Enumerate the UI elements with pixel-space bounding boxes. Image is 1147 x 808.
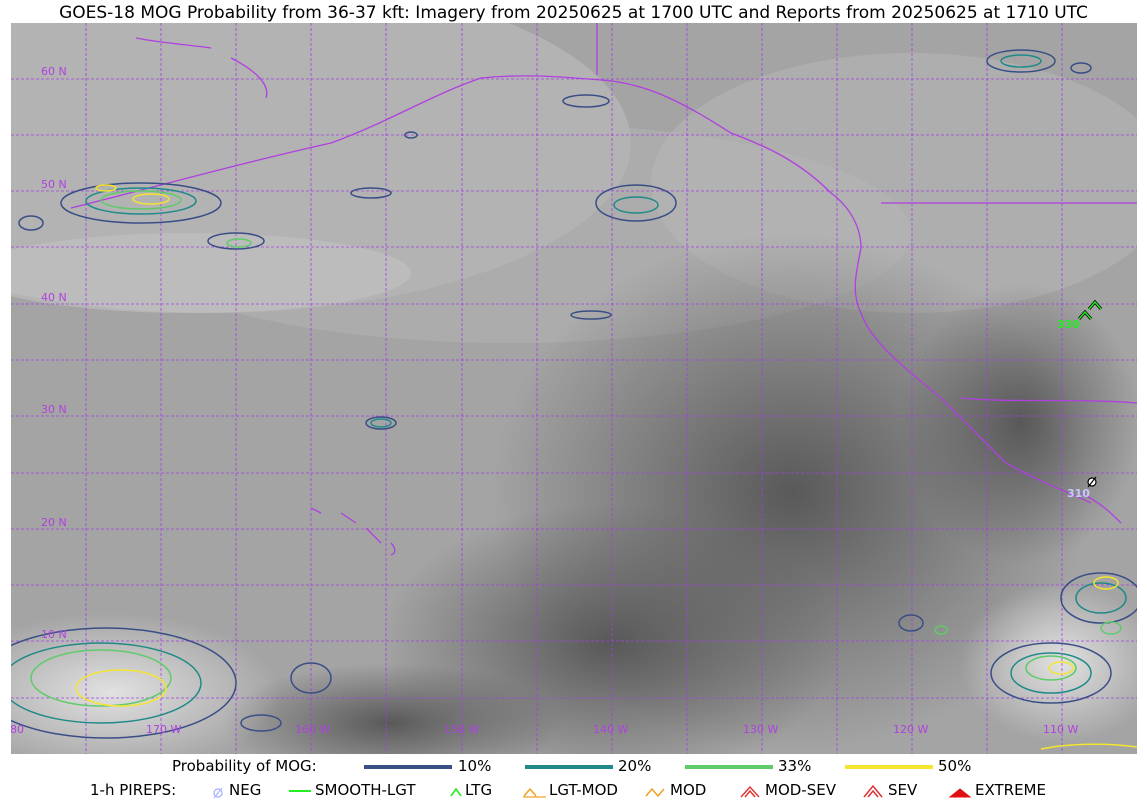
satellite-imagery (11, 23, 1137, 754)
lat-label: 60 N (41, 65, 67, 78)
lon-label: 140 W (593, 723, 628, 736)
legend-label-33: 33% (778, 757, 812, 775)
coastline-borders (70, 23, 1137, 556)
lon-label: 180 (11, 723, 24, 736)
extreme-caret-icon (948, 788, 972, 798)
pirep-neg-report: 310 (1067, 476, 1097, 500)
lat-label: 10 N (41, 628, 67, 641)
lat-label: 20 N (41, 516, 67, 529)
legend-label-20: 20% (618, 757, 652, 775)
legend-label-10: 10% (458, 757, 492, 775)
lon-label: 130 W (743, 723, 778, 736)
mod-caret-icon (645, 787, 665, 798)
lon-label: 170 W (146, 723, 181, 736)
legend-swatch-20 (525, 765, 613, 769)
smooth-lgt-line-icon (289, 790, 311, 792)
lat-label: 40 N (41, 291, 67, 304)
probability-legend-title: Probability of MOG: (172, 757, 317, 775)
pirep-ltg-report: 330 (1057, 299, 1103, 331)
legend-swatch-50 (845, 765, 933, 769)
legend-swatch-33 (685, 765, 773, 769)
pirep-legend-label: LTG (465, 781, 493, 799)
pirep-legend-label: SMOOTH-LGT (315, 781, 416, 799)
pirep-legend-label: MOD (670, 781, 707, 799)
lat-lon-grid (11, 23, 1137, 754)
lon-label: 150 W (444, 723, 479, 736)
pirep-altitude-label: 310 (1067, 487, 1090, 500)
mog-probability-contours (11, 49, 1137, 750)
map-panel: 60 N 50 N 40 N 30 N 20 N 10 N 180 170 W … (11, 23, 1137, 754)
pirep-legend-label: LGT-MOD (549, 781, 618, 799)
map-title: GOES-18 MOG Probability from 36-37 kft: … (59, 3, 1088, 23)
lon-label: 120 W (893, 723, 928, 736)
pirep-legend-label: NEG (229, 781, 262, 799)
lgt-mod-caret-icon (523, 787, 546, 798)
lon-label: 110 W (1043, 723, 1078, 736)
probability-legend: Probability of MOG: 10% 20% 33% 50% (0, 757, 1147, 779)
mod-sev-caret-icon (740, 785, 760, 798)
sev-caret-icon (863, 784, 883, 798)
ltg-caret-icon (450, 787, 462, 797)
legend-label-50: 50% (938, 757, 972, 775)
pirep-legend-title: 1-h PIREPS: (90, 781, 177, 799)
lat-label: 50 N (41, 178, 67, 191)
pirep-legend-label: EXTREME (975, 781, 1046, 799)
lat-label: 30 N (41, 403, 67, 416)
pirep-legend: 1-h PIREPS: NEG SMOOTH-LGT LTG LGT-MOD M… (0, 781, 1147, 803)
lon-label: 160 W (295, 723, 330, 736)
pirep-altitude-label: 330 (1057, 318, 1080, 331)
neg-slashed-circle-icon (213, 787, 223, 799)
pirep-legend-label: SEV (888, 781, 918, 799)
legend-swatch-10 (364, 765, 452, 769)
pirep-legend-label: MOD-SEV (765, 781, 836, 799)
